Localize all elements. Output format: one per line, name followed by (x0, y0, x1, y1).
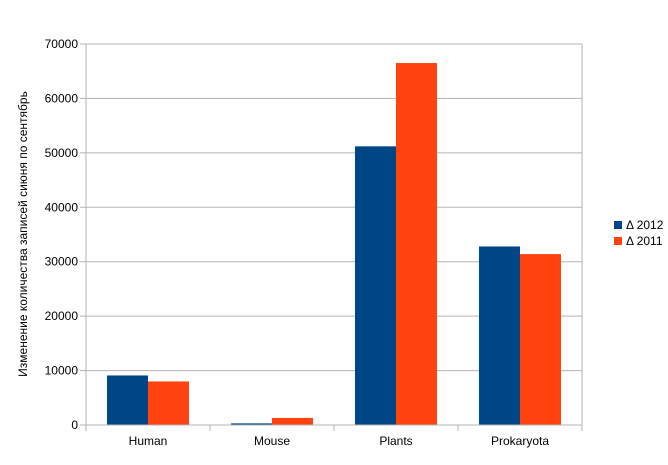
y-axis-ticks: 0 10000 20000 30000 40000 50000 60000 70000 (45, 37, 86, 432)
legend: Δ 2012 Δ 2011 (614, 218, 664, 248)
bar-mouse-series-0 (231, 423, 272, 425)
x-tick-label: Plants (379, 434, 412, 448)
bar-mouse-series-1 (272, 417, 313, 425)
grid-lines (86, 43, 582, 372)
y-tick-label: 60000 (45, 91, 79, 105)
y-tick-label: 10000 (45, 364, 79, 378)
legend-label: Δ 2011 (626, 234, 663, 248)
axes (85, 44, 583, 426)
x-tick-label: Human (129, 434, 168, 448)
bar-prokaryota-series-0 (479, 246, 520, 425)
x-tick-label: Prokaryota (491, 434, 549, 448)
bar-human-series-1 (148, 381, 189, 425)
y-axis-label: Изменение количества записей сиюня по се… (16, 91, 30, 377)
y-tick-label: 50000 (45, 146, 79, 160)
y-tick-label: 20000 (45, 309, 79, 323)
legend-label: Δ 2012 (626, 218, 664, 232)
bar-prokaryota-series-1 (520, 254, 561, 425)
legend-swatch (614, 221, 622, 229)
bar-human-series-0 (107, 375, 148, 425)
y-tick-label: 40000 (45, 200, 79, 214)
bar-plants-series-1 (396, 63, 437, 426)
y-tick-label: 30000 (45, 255, 79, 269)
x-tick-label: Mouse (254, 434, 290, 448)
bar-plants-series-0 (355, 146, 396, 425)
y-tick-label: 70000 (45, 37, 79, 51)
bars (107, 63, 561, 426)
legend-swatch (614, 237, 622, 245)
y-tick-label: 0 (71, 418, 78, 432)
x-axis-ticks: Human Mouse Plants Prokaryota (85, 425, 583, 448)
